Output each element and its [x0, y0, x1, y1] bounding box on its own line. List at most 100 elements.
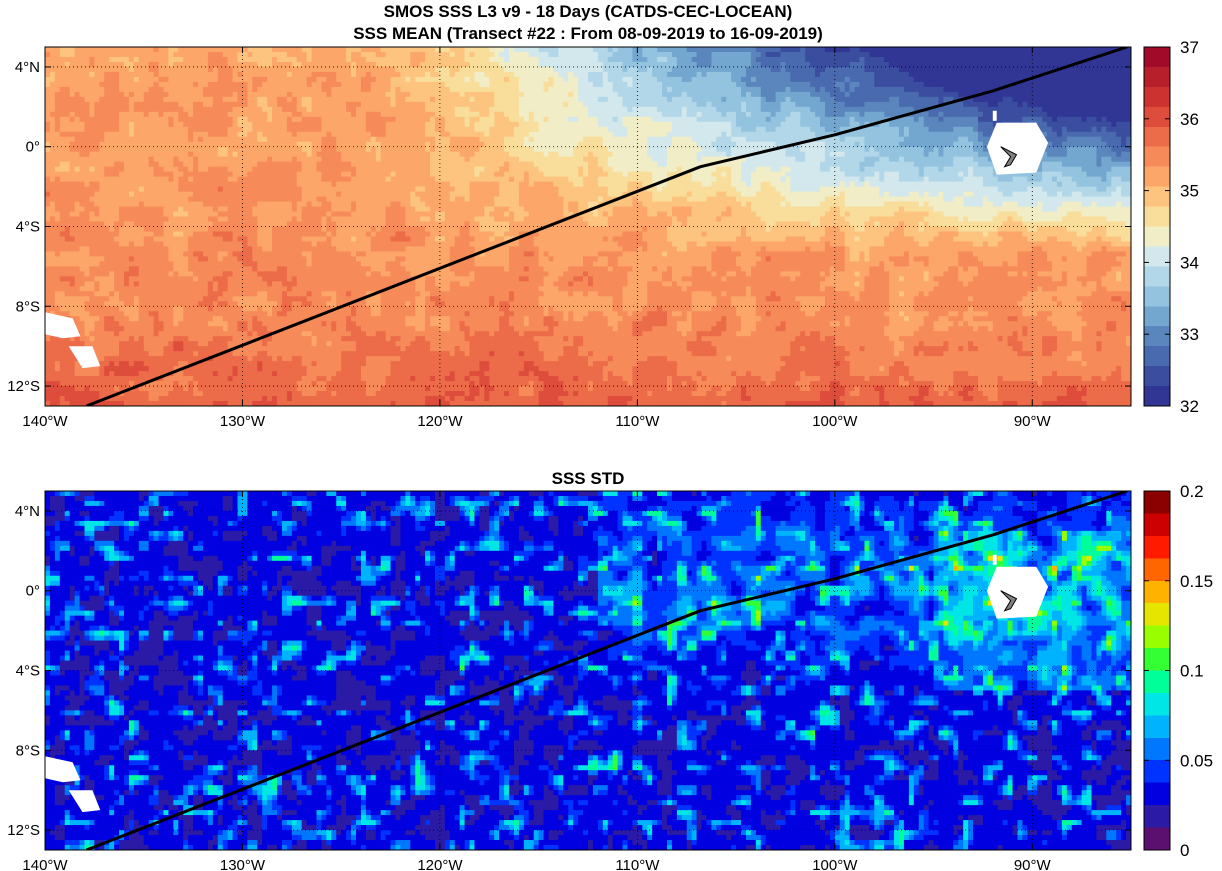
heatmap-cell	[178, 47, 184, 53]
heatmap-cell	[109, 91, 115, 98]
heatmap-cell	[721, 146, 727, 153]
heatmap-cell	[257, 111, 263, 118]
heatmap-cell	[272, 81, 278, 88]
heatmap-cell	[257, 66, 263, 73]
heatmap-cell	[869, 146, 875, 153]
heatmap-cell	[894, 56, 900, 63]
heatmap-cell	[918, 126, 925, 133]
heatmap-cell	[1007, 66, 1014, 73]
heatmap-cell	[89, 116, 95, 123]
heatmap-cell	[943, 47, 949, 53]
heatmap-cell	[49, 101, 56, 108]
heatmap-cell	[681, 111, 688, 118]
heatmap-cell	[232, 146, 239, 153]
heatmap-cell	[390, 91, 397, 98]
heatmap-cell	[1022, 51, 1028, 58]
heatmap-cell	[538, 156, 545, 163]
heatmap-cell	[148, 81, 155, 88]
heatmap-cell	[583, 76, 589, 83]
heatmap-cell	[45, 136, 51, 143]
heatmap-cell	[469, 51, 476, 58]
heatmap-cell	[736, 111, 742, 118]
heatmap-cell	[64, 136, 71, 143]
heatmap-cell	[459, 111, 466, 118]
heatmap-cell	[968, 61, 974, 68]
heatmap-cell	[301, 101, 308, 108]
heatmap-cell	[148, 151, 155, 158]
heatmap-cell	[583, 47, 589, 53]
heatmap-cell	[1061, 81, 1068, 88]
heatmap-cell	[262, 66, 268, 73]
heatmap-cell	[1027, 51, 1033, 58]
heatmap-cell	[607, 156, 614, 163]
heatmap-cell	[666, 141, 673, 148]
heatmap-cell	[355, 136, 362, 143]
heatmap-cell	[296, 101, 303, 108]
heatmap-cell	[1086, 151, 1093, 158]
heatmap-cell	[666, 91, 673, 98]
heatmap-cell	[79, 151, 86, 158]
heatmap-cell	[198, 76, 204, 83]
heatmap-cell	[449, 156, 456, 163]
heatmap-cell	[1047, 111, 1053, 118]
heatmap-cell	[168, 76, 174, 83]
heatmap-cell	[775, 131, 782, 138]
heatmap-cell	[1017, 56, 1023, 63]
heatmap-cell	[291, 76, 298, 83]
heatmap-cell	[1052, 56, 1058, 63]
heatmap-cell	[252, 106, 258, 113]
heatmap-cell	[1061, 61, 1068, 68]
heatmap-cell	[143, 91, 150, 98]
heatmap-cell	[627, 76, 634, 83]
heatmap-cell	[657, 71, 663, 78]
heatmap-cell	[982, 51, 989, 58]
heatmap-cell	[148, 61, 155, 68]
heatmap-cell	[434, 106, 441, 113]
heatmap-cell	[1121, 131, 1127, 138]
heatmap-cell	[691, 86, 698, 93]
heatmap-cell	[775, 106, 782, 113]
heatmap-cell	[943, 111, 949, 118]
heatmap-cell	[982, 146, 989, 153]
heatmap-cell	[558, 81, 564, 88]
heatmap-cell	[987, 131, 994, 138]
heatmap-cell	[834, 136, 841, 143]
heatmap-cell	[898, 111, 905, 118]
heatmap-cell	[415, 136, 421, 143]
heatmap-cell	[884, 56, 890, 63]
heatmap-cell	[602, 126, 609, 133]
heatmap-cell	[518, 81, 525, 88]
heatmap-cell	[202, 76, 209, 83]
heatmap-cell	[736, 91, 742, 98]
heatmap-cell	[973, 101, 979, 108]
heatmap-cell	[178, 66, 184, 73]
heatmap-cell	[217, 156, 224, 163]
heatmap-cell	[138, 131, 145, 138]
heatmap-cell	[430, 121, 436, 128]
heatmap-cell	[459, 146, 466, 153]
heatmap-cell	[908, 151, 915, 158]
heatmap-cell	[1096, 76, 1102, 83]
heatmap-cell	[459, 96, 466, 103]
heatmap-cell	[128, 111, 135, 118]
heatmap-cell	[805, 76, 811, 83]
heatmap-cell	[405, 121, 411, 128]
heatmap-cell	[405, 71, 411, 78]
heatmap-cell	[449, 81, 456, 88]
heatmap-cell	[1096, 91, 1102, 98]
heatmap-cell	[296, 76, 303, 83]
heatmap-cell	[84, 71, 91, 78]
heatmap-cell	[800, 141, 806, 148]
heatmap-cell	[1047, 151, 1053, 158]
heatmap-cell	[731, 101, 737, 108]
heatmap-cell	[770, 111, 777, 118]
heatmap-cell	[898, 126, 905, 133]
heatmap-cell	[666, 76, 673, 83]
heatmap-cell	[987, 96, 994, 103]
heatmap-cell	[731, 141, 737, 148]
heatmap-cell	[765, 61, 772, 68]
heatmap-cell	[908, 56, 915, 63]
heatmap-cell	[1022, 116, 1028, 123]
heatmap-cell	[168, 116, 174, 123]
heatmap-cell	[143, 71, 150, 78]
